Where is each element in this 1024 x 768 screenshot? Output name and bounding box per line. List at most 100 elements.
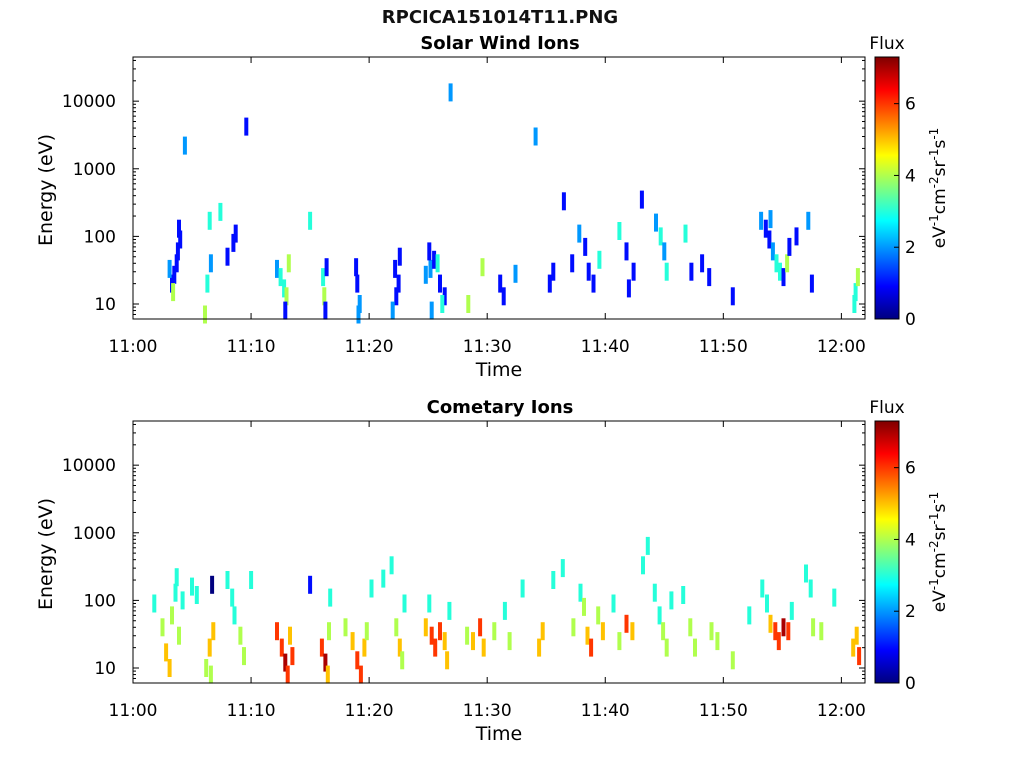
heatmap-cell xyxy=(225,571,230,589)
heatmap-cell xyxy=(175,242,180,261)
heatmap-cell xyxy=(390,301,395,320)
heatmap-cell xyxy=(435,254,440,273)
heatmap-cell xyxy=(323,653,328,672)
heatmap-cell xyxy=(357,295,362,313)
heatmap-cell xyxy=(397,638,402,657)
heatmap-cell xyxy=(520,579,525,598)
colorbar: 0 2 4 6 Flux eV-1cm-2sr-1s-1 xyxy=(869,34,950,330)
heatmap-cell xyxy=(578,583,583,602)
heatmap-cell xyxy=(208,254,213,273)
cometary-ions-panel: Cometary Ions 11:00 11:10 11:20 11:30 11:40 1… xyxy=(35,397,950,745)
x-tick-label: 11:50 xyxy=(699,701,748,721)
heatmap-cell xyxy=(203,305,207,324)
heatmap-cell xyxy=(327,622,331,641)
heatmap-cell xyxy=(394,287,399,306)
y-tick-label: 1000 xyxy=(73,160,116,180)
heatmap-cell xyxy=(397,247,402,266)
heatmap-cell xyxy=(230,588,235,607)
heatmap-cell xyxy=(658,227,663,246)
heatmap-cell xyxy=(570,254,575,273)
heatmap-cell xyxy=(626,279,631,298)
heatmap-cell xyxy=(583,237,588,256)
heatmap-cell xyxy=(785,254,790,273)
heatmap-cell xyxy=(355,274,360,293)
heatmap-cell xyxy=(427,594,432,613)
heatmap-cell xyxy=(577,224,582,243)
heatmap-cell xyxy=(571,618,576,637)
heatmap-cell xyxy=(586,262,591,281)
heatmap-cell xyxy=(809,274,814,293)
heatmap-cell xyxy=(438,274,442,293)
heatmap-cell xyxy=(715,632,720,651)
colorbar-unit-label: eV-1cm-2sr-1s-1 xyxy=(927,128,950,249)
heatmap-cell xyxy=(225,247,230,266)
colorbar-tick-label: 2 xyxy=(905,238,916,258)
heatmap-cell xyxy=(760,579,765,598)
heatmap-cell xyxy=(170,606,174,625)
heatmap-cell xyxy=(207,638,212,657)
heatmap-cell xyxy=(231,233,236,252)
x-tick-label: 11:30 xyxy=(463,337,512,357)
heatmap-cell xyxy=(781,268,786,287)
heatmap-cell xyxy=(369,579,374,598)
heatmap-cell xyxy=(774,254,779,273)
heatmap-cell xyxy=(611,594,616,613)
heatmap-cell xyxy=(428,259,433,278)
heatmap-cell xyxy=(683,224,688,243)
heatmap-cell xyxy=(211,622,216,641)
heatmap-cell xyxy=(770,242,775,261)
heatmap-cell xyxy=(789,601,794,620)
heatmap-cell xyxy=(194,586,199,604)
heatmap-cell xyxy=(442,287,447,306)
heatmap-cell xyxy=(249,571,254,589)
heatmap-cell xyxy=(591,274,596,293)
colorbar-unit-label: eV-1cm-2sr-1s-1 xyxy=(927,492,950,613)
colorbar-gradient xyxy=(874,56,900,320)
heatmap-cell xyxy=(448,83,453,102)
heatmap-cell xyxy=(396,274,401,293)
heatmap-cell xyxy=(547,274,552,293)
heatmap-cell xyxy=(551,262,556,281)
colorbar-tick-label: 2 xyxy=(905,602,916,622)
y-tick-label: 10 xyxy=(94,659,116,679)
y-tick-label: 100 xyxy=(84,591,116,611)
heatmap-cell xyxy=(811,618,816,637)
heatmap-cell xyxy=(854,626,859,645)
heatmap-cell xyxy=(172,265,177,284)
heatmap-cell xyxy=(174,568,179,587)
heatmap-cell xyxy=(617,222,622,240)
heatmap-cell xyxy=(688,618,693,637)
heatmap-cell xyxy=(440,295,445,313)
heatmap-cell xyxy=(429,301,434,320)
heatmap-cell xyxy=(778,262,782,281)
heatmap-cell xyxy=(786,622,791,641)
heatmap-cell xyxy=(465,626,470,645)
y-tick-label: 100 xyxy=(84,227,116,247)
heatmap-cell xyxy=(857,647,862,666)
heatmap-cell xyxy=(466,295,471,313)
heatmap-cell xyxy=(624,614,629,633)
heatmap-cell xyxy=(513,264,518,283)
heatmap-cell xyxy=(429,626,434,645)
heatmap-cell xyxy=(328,588,333,607)
heatmap-cell xyxy=(343,618,348,637)
heatmap-cell xyxy=(167,659,172,677)
heatmap-cell xyxy=(152,594,157,613)
x-tick-label: 12:00 xyxy=(817,337,866,357)
colorbar-tick-label: 6 xyxy=(905,95,916,115)
heatmap-cell xyxy=(164,643,169,662)
heatmap-cell xyxy=(208,665,213,684)
heatmap-cell xyxy=(400,651,405,670)
heatmap-cell xyxy=(794,227,799,246)
heatmap-cell xyxy=(819,622,824,641)
heatmap-cell xyxy=(356,305,361,324)
heatmap-cell xyxy=(362,638,367,657)
heatmap-cell xyxy=(664,638,669,657)
heatmap-cell xyxy=(288,626,292,645)
heatmap-cell xyxy=(853,283,858,302)
heatmap-cell xyxy=(551,571,556,589)
heatmap-cell xyxy=(171,283,176,302)
colorbar-tick-label: 4 xyxy=(905,530,916,550)
heatmap-cell xyxy=(207,211,212,230)
